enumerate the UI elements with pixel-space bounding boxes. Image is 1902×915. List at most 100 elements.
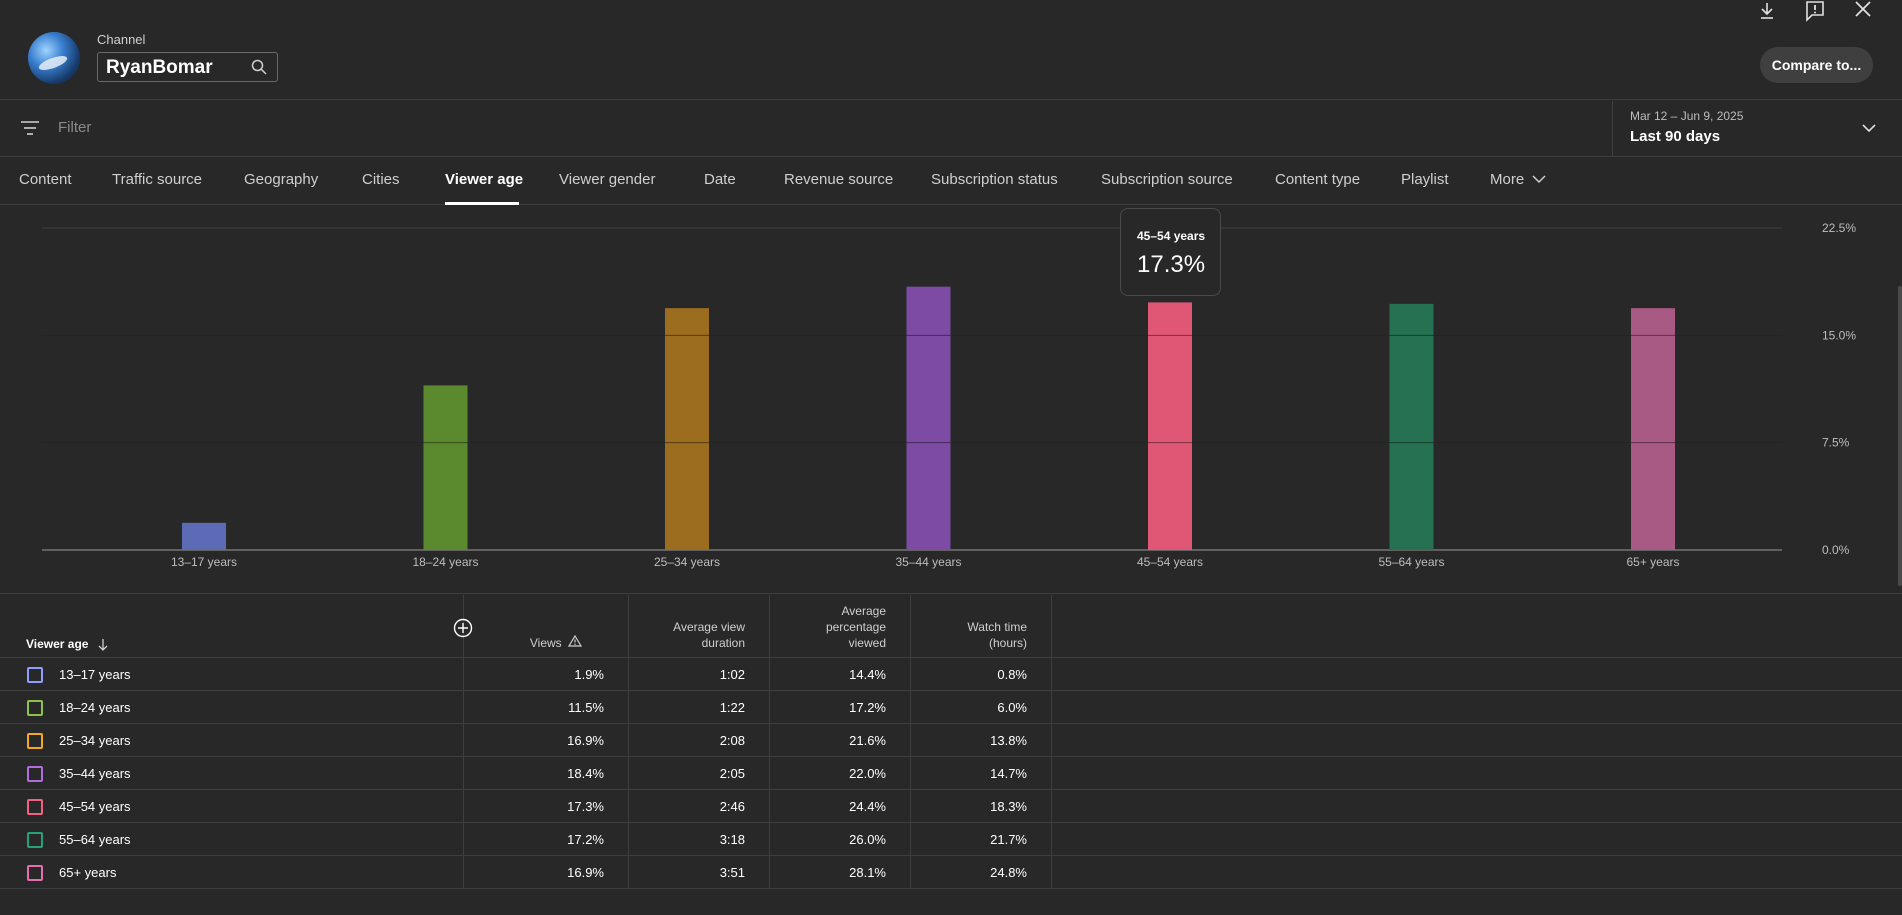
x-tick-label: 13–17 years: [171, 555, 237, 569]
y-tick-label: 7.5%: [1822, 436, 1850, 450]
chevron-down-icon: [1532, 175, 1546, 184]
header-line: Average view: [673, 620, 745, 634]
cell-duration: 3:18: [719, 832, 745, 847]
bar[interactable]: [665, 308, 709, 550]
x-tick-label: 65+ years: [1626, 555, 1679, 569]
views-header-label: Views: [529, 636, 562, 650]
search-icon[interactable]: [251, 59, 267, 75]
tooltip-value: 17.3%: [1137, 251, 1206, 278]
tab-subscription-source[interactable]: Subscription source: [1101, 171, 1233, 188]
row-label: 35–44 years: [59, 766, 131, 781]
tab-date[interactable]: Date: [704, 171, 736, 188]
tab-content-type[interactable]: Content type: [1275, 171, 1361, 188]
y-tick-label: 15.0%: [1822, 328, 1856, 342]
channel-selector[interactable]: RyanBomar: [97, 52, 278, 82]
feedback-icon[interactable]: [1804, 0, 1826, 22]
row-divider: [0, 723, 1902, 724]
table-row[interactable]: 25–34 years 16.9% 2:08 21.6% 13.8%: [0, 724, 1902, 757]
chart-tooltip: 45–54 years 17.3%: [1120, 208, 1221, 296]
x-tick-label: 25–34 years: [654, 555, 720, 569]
download-icon[interactable]: [1756, 0, 1778, 22]
bar[interactable]: [182, 522, 226, 550]
header-line: viewed: [848, 636, 886, 650]
tab-more[interactable]: More: [1490, 171, 1546, 188]
column-divider: [1051, 595, 1052, 888]
row-divider: [0, 888, 1902, 889]
tab-traffic-source[interactable]: Traffic source: [112, 171, 203, 188]
tab-viewer-age[interactable]: Viewer age: [445, 171, 524, 188]
header-line: Average: [841, 604, 886, 618]
tab-geography[interactable]: Geography: [244, 171, 319, 188]
channel-name: RyanBomar: [106, 57, 213, 78]
tab-cities[interactable]: Cities: [362, 171, 400, 188]
x-tick-label: 55–64 years: [1378, 555, 1444, 569]
row-label: 65+ years: [59, 865, 117, 880]
dimension-tabs: Content Traffic source Geography Cities …: [0, 158, 1902, 205]
cell-percentage: 14.4%: [849, 667, 886, 682]
tab-viewer-gender[interactable]: Viewer gender: [559, 171, 656, 188]
row-divider: [0, 756, 1902, 757]
tab-content[interactable]: Content: [19, 171, 72, 188]
cell-views: 18.4%: [567, 766, 604, 781]
column-header-watch-time[interactable]: Watch time (hours): [920, 619, 1027, 651]
row-label: 55–64 years: [59, 832, 131, 847]
table-row[interactable]: 18–24 years 11.5% 1:22 17.2% 6.0%: [0, 691, 1902, 724]
cell-duration: 2:05: [719, 766, 745, 781]
column-divider: [463, 595, 464, 888]
row-checkbox[interactable]: [27, 700, 43, 716]
column-header-avg-view-duration[interactable]: Average view duration: [640, 619, 745, 651]
cell-views: 1.9%: [574, 667, 604, 682]
scrollbar[interactable]: [1898, 286, 1902, 586]
table-row[interactable]: 55–64 years 17.2% 3:18 26.0% 21.7%: [0, 823, 1902, 856]
bar[interactable]: [1389, 303, 1434, 550]
cell-views: 16.9%: [567, 733, 604, 748]
warning-icon: [567, 634, 583, 647]
row-divider: [0, 855, 1902, 856]
sort-down-icon[interactable]: [97, 638, 109, 652]
row-checkbox[interactable]: [27, 799, 43, 815]
data-table: Viewer age Views Average view duration A…: [0, 595, 1902, 890]
header: Channel RyanBomar Compare to...: [0, 0, 1902, 100]
channel-avatar[interactable]: [28, 32, 80, 84]
cell-views: 11.5%: [568, 700, 604, 715]
row-checkbox[interactable]: [27, 865, 43, 881]
viewer-age-chart: 0.0% 7.5% 15.0% 22.5% 13–17 years 18–24 years…: [0, 206, 1902, 594]
row-checkbox[interactable]: [27, 832, 43, 848]
row-checkbox[interactable]: [27, 667, 43, 683]
row-divider: [0, 690, 1902, 691]
bar[interactable]: [1148, 302, 1192, 550]
filter-input[interactable]: Filter: [58, 119, 92, 136]
bar[interactable]: [1631, 308, 1675, 550]
date-range-picker[interactable]: Mar 12 – Jun 9, 2025 Last 90 days: [1612, 101, 1902, 157]
filter-icon[interactable]: [20, 120, 40, 136]
close-icon[interactable]: [1852, 0, 1874, 22]
column-header-avg-percentage-viewed[interactable]: Average percentage viewed: [780, 603, 886, 651]
table-row[interactable]: 13–17 years 1.9% 1:02 14.4% 0.8%: [0, 658, 1902, 691]
column-header-viewer-age[interactable]: Viewer age: [26, 637, 89, 651]
bar[interactable]: [906, 286, 951, 550]
cell-duration: 2:08: [719, 733, 745, 748]
table-row[interactable]: 65+ years 16.9% 3:51 28.1% 24.8%: [0, 856, 1902, 889]
y-tick-label: 22.5%: [1822, 221, 1856, 235]
cell-percentage: 26.0%: [849, 832, 886, 847]
x-tick-label: 45–54 years: [1137, 555, 1203, 569]
bar[interactable]: [423, 385, 468, 550]
cell-percentage: 22.0%: [849, 766, 886, 781]
tab-playlist[interactable]: Playlist: [1401, 171, 1449, 188]
tab-subscription-status[interactable]: Subscription status: [931, 171, 1058, 188]
compare-button[interactable]: Compare to...: [1760, 47, 1873, 83]
x-tick-label: 18–24 years: [412, 555, 478, 569]
cell-watch-time: 13.8%: [990, 733, 1027, 748]
row-checkbox[interactable]: [27, 733, 43, 749]
add-column-icon[interactable]: [453, 618, 473, 638]
table-row[interactable]: 35–44 years 18.4% 2:05 22.0% 14.7%: [0, 757, 1902, 790]
tab-more-label: More: [1490, 171, 1525, 188]
row-checkbox[interactable]: [27, 766, 43, 782]
column-divider: [769, 595, 770, 888]
cell-watch-time: 6.0%: [997, 700, 1027, 715]
column-header-views[interactable]: Views: [520, 634, 583, 651]
tab-revenue-source[interactable]: Revenue source: [784, 171, 894, 188]
table-row[interactable]: 45–54 years 17.3% 2:46 24.4% 18.3%: [0, 790, 1902, 823]
row-label: 45–54 years: [59, 799, 131, 814]
cell-views: 17.3%: [567, 799, 604, 814]
